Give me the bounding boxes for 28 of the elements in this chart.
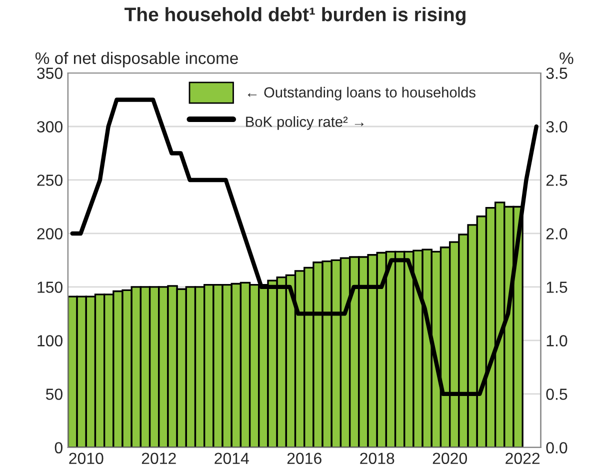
x-tick-label: 2010 bbox=[69, 452, 104, 464]
y2-tick-label: 2.0 bbox=[546, 228, 568, 240]
y-axis-title: % of net disposable income bbox=[35, 52, 238, 68]
y2-tick-label: 1.0 bbox=[546, 335, 568, 346]
y-tick-label: 100 bbox=[38, 335, 62, 346]
y2-tick-label: 3.0 bbox=[546, 121, 568, 132]
y-tick-label: 350 bbox=[37, 68, 62, 79]
y-tick-label: 0 bbox=[54, 442, 62, 454]
legend-label: BoK policy rate² → bbox=[246, 116, 364, 130]
y-tick-label: 200 bbox=[37, 228, 62, 240]
x-tick-label: 2022 bbox=[506, 452, 540, 464]
y-tick-label: 300 bbox=[37, 121, 62, 132]
y-tick-label: 50 bbox=[46, 388, 62, 400]
legend-label: ← Outstanding loans to households bbox=[248, 86, 476, 100]
y2-tick-label: 0.0 bbox=[546, 442, 568, 454]
x-tick-label: 2018 bbox=[360, 452, 394, 464]
y2-tick-label: 3.5 bbox=[546, 68, 568, 79]
x-tick-label: 2014 bbox=[214, 452, 249, 464]
y-tick-label: 250 bbox=[37, 174, 62, 186]
x-tick-label: 2012 bbox=[142, 452, 176, 464]
y2-tick-label: 2.5 bbox=[546, 174, 568, 186]
x-tick-label: 2020 bbox=[432, 452, 467, 464]
x-tick-label: 2016 bbox=[287, 452, 322, 464]
y2-axis-title: % bbox=[560, 52, 574, 64]
chart-title: The household debt¹ burden is rising bbox=[124, 7, 466, 26]
y-tick-label: 150 bbox=[38, 282, 62, 293]
y2-tick-label: 1.5 bbox=[546, 282, 568, 293]
y2-tick-label: 0.5 bbox=[546, 388, 568, 400]
